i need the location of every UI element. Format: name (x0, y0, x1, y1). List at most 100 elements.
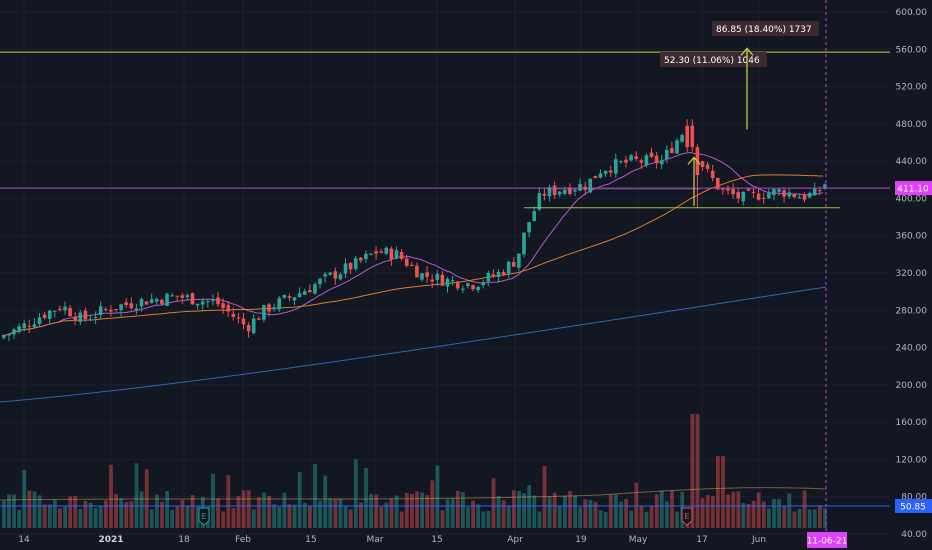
price-tick-label: 40.00 (901, 530, 927, 540)
candle-body (705, 164, 710, 169)
volume-bar (654, 494, 659, 528)
volume-bar (277, 507, 282, 528)
candle-body (124, 302, 128, 305)
measure-annotations[interactable]: 52.30 (11.06%) 1046 86.85 (18.40%) 1737 (660, 21, 819, 206)
volume-bar (338, 498, 343, 528)
candle-body (700, 161, 705, 167)
volume-bar (578, 507, 583, 528)
candle-body (262, 305, 266, 320)
candle-body (573, 190, 577, 192)
earnings-marker-glyph: E (201, 512, 206, 521)
candle-body (318, 278, 322, 285)
volume-bar (670, 490, 674, 528)
volume-bar (552, 492, 557, 528)
volume-bar (716, 456, 720, 528)
candle-body (149, 299, 154, 303)
volume-bar (7, 494, 11, 528)
candle-body (802, 194, 807, 200)
candle-body (139, 298, 144, 307)
time-axis[interactable]: 14 2021 18 Feb 15 Mar 15 Apr 19 May 17 Jun (18, 535, 766, 545)
volume-bar (537, 511, 542, 528)
candle-body (313, 284, 317, 294)
volume-bar (527, 485, 532, 528)
volume-bar (777, 499, 781, 528)
candle-body (22, 323, 26, 329)
candle-body (338, 274, 343, 280)
volume-bar (496, 496, 501, 528)
volume-bar (823, 507, 827, 528)
volume-bar (486, 510, 491, 528)
volume-bar (425, 495, 430, 528)
candle-body (501, 272, 506, 275)
volume-bar (262, 492, 266, 528)
volume-bar (501, 500, 506, 528)
candle-body (578, 183, 582, 191)
volume-bar (598, 510, 603, 528)
volume-bar (659, 490, 664, 528)
volume-bar (124, 502, 129, 528)
moving-averages (0, 151, 827, 501)
volume-bar (267, 496, 271, 528)
volume-bar (700, 498, 705, 528)
volume-bar (348, 509, 353, 528)
volume-bar (2, 500, 6, 528)
candle-body (670, 148, 674, 153)
volume-bar (282, 492, 287, 528)
time-tick-label: Mar (367, 535, 384, 545)
candle-body (466, 283, 470, 287)
candle-body (63, 306, 67, 311)
candle-body (710, 170, 715, 178)
candle-body (818, 190, 822, 192)
candle-body (726, 187, 730, 191)
volume-bar (109, 464, 113, 528)
volume-bar (435, 465, 440, 528)
candle-body (455, 281, 460, 289)
volume-bar (512, 490, 516, 528)
volume-readout-box (895, 499, 932, 513)
volume-bar (741, 503, 746, 528)
volume-bar (573, 495, 577, 528)
candle-body (292, 297, 297, 301)
volume-bar (619, 501, 623, 528)
candle-body (287, 296, 292, 298)
volume-bar (399, 511, 404, 528)
candle-body (272, 307, 276, 310)
volume-bar (37, 495, 42, 528)
candle-body (83, 310, 88, 319)
volume-bar (675, 511, 679, 528)
price-tick-label: 600.00 (896, 8, 928, 18)
volume-ma-line (0, 487, 827, 501)
candle-body (512, 262, 516, 267)
candle-body (807, 193, 812, 198)
measure-label-box (712, 21, 819, 36)
time-tick-label: 2021 (98, 535, 123, 545)
candle-body (542, 193, 547, 196)
candle-body (109, 309, 113, 312)
volume-bar (420, 492, 424, 528)
volume-bar (160, 501, 164, 528)
candle-body (680, 135, 684, 142)
volume-bar (53, 499, 57, 528)
volume-bar (343, 506, 348, 528)
candle-body (624, 159, 628, 163)
price-axis[interactable]: 600.00 560.00 520.00 480.00 440.00 400.00 360.… (896, 8, 928, 540)
volume-bar (155, 494, 159, 528)
candle-body (27, 325, 32, 327)
candle-body (440, 274, 445, 286)
candle-body (93, 317, 98, 319)
candle-body (251, 318, 256, 334)
candle-body (53, 310, 57, 312)
candle-body (364, 253, 368, 260)
volume-bar (241, 490, 246, 528)
volume-bar (461, 492, 465, 528)
candle-body (257, 318, 261, 320)
volume-bar (568, 490, 572, 528)
earnings-marker-glyph: E (684, 512, 689, 521)
candle-body (47, 310, 52, 319)
candle-body (644, 155, 649, 166)
time-tick-label: Feb (235, 535, 251, 545)
volume-bar (302, 502, 307, 528)
candle-body (588, 178, 593, 193)
